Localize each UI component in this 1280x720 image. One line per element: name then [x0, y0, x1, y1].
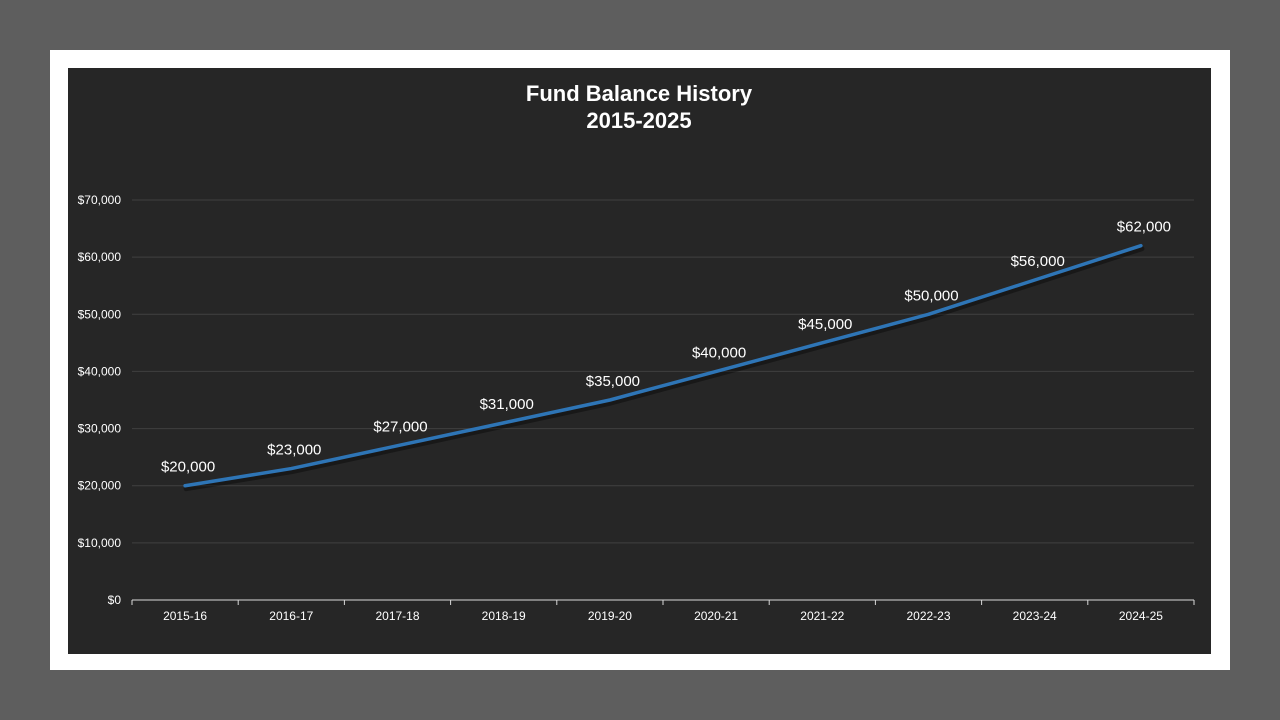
series-line: [183, 243, 1143, 488]
data-labels: $20,000 $23,000 $27,000 $31,000 $35,000 $40,0…: [161, 219, 1171, 476]
data-label: $40,000: [692, 344, 746, 361]
y-tick-label: $10,000: [78, 536, 122, 550]
data-label: $23,000: [267, 442, 321, 459]
chart-subtitle: 2015-2025: [586, 108, 691, 133]
y-axis-tick-labels: $0 $10,000 $20,000 $30,000 $40,000 $50,000 $60…: [78, 193, 122, 607]
data-label: $27,000: [373, 419, 427, 436]
data-label: $45,000: [798, 316, 852, 333]
x-tick-label: 2022-23: [906, 609, 950, 623]
data-label: $20,000: [161, 459, 215, 476]
data-label: $35,000: [586, 373, 640, 390]
line-chart: Fund Balance History 2015-2025 $0 $10,000…: [78, 81, 1195, 623]
x-tick-label: 2021-22: [800, 609, 844, 623]
y-tick-label: $30,000: [78, 422, 122, 436]
x-tick-label: 2018-19: [482, 609, 526, 623]
data-label: $50,000: [904, 287, 958, 304]
y-tick-label: $70,000: [78, 193, 122, 207]
x-tick-label: 2020-21: [694, 609, 738, 623]
y-tick-label: $0: [108, 593, 122, 607]
x-tick-label: 2016-17: [269, 609, 313, 623]
y-tick-label: $20,000: [78, 479, 122, 493]
x-tick-label: 2017-18: [375, 609, 419, 623]
data-label: $56,000: [1011, 253, 1065, 270]
x-tick-label: 2024-25: [1119, 609, 1163, 623]
y-tick-label: $40,000: [78, 364, 122, 378]
y-tick-label: $60,000: [78, 250, 122, 264]
x-tick-label: 2015-16: [163, 609, 207, 623]
data-label: $62,000: [1117, 219, 1171, 236]
x-tick-label: 2019-20: [588, 609, 632, 623]
x-axis-tick-labels: 2015-16 2016-17 2017-18 2018-19 2019-20 2020-…: [163, 609, 1163, 623]
chart-area: Fund Balance History 2015-2025 $0 $10,000…: [68, 68, 1211, 654]
x-tick-label: 2023-24: [1013, 609, 1057, 623]
gridlines: [132, 199, 1194, 544]
data-label: $31,000: [480, 396, 534, 413]
chart-title: Fund Balance History: [526, 81, 753, 106]
series-line-shadow: [183, 246, 1145, 492]
series-line-group: [183, 243, 1145, 492]
y-tick-label: $50,000: [78, 307, 122, 321]
x-axis: [131, 599, 1195, 605]
